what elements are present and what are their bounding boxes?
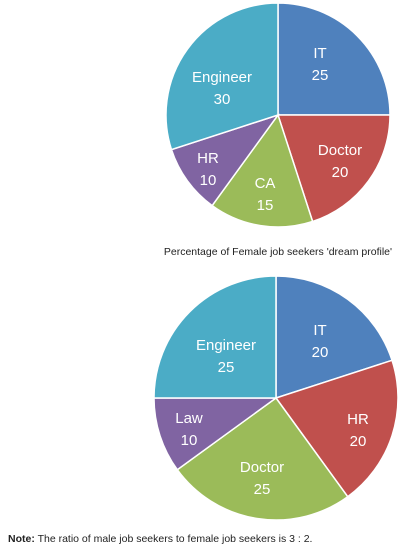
pie1-label-ca: CA — [255, 175, 276, 192]
pie1-label-engineer: Engineer — [192, 69, 252, 86]
pie1-value-doctor: 20 — [332, 164, 349, 181]
pie1-slice-it — [277, 2, 391, 116]
note-label: Note: — [8, 533, 35, 545]
footnote: Note: The ratio of male job seekers to f… — [8, 533, 312, 545]
pie2-slice-hr — [274, 359, 399, 498]
pie2-slice-doctor — [176, 396, 349, 521]
pie2-label-hr: HR — [347, 411, 369, 428]
pie1-value-it: 25 — [312, 67, 329, 84]
pie1-value-ca: 15 — [257, 197, 274, 214]
pie1-label-doctor: Doctor — [318, 142, 362, 159]
pie2-slice-law — [153, 397, 279, 471]
pie2-value-hr: 20 — [350, 433, 367, 450]
pie2-label-law: Law — [175, 410, 203, 427]
pie2-slice-engineer — [153, 275, 277, 399]
pie1-label-it: IT — [313, 45, 326, 62]
pie1-slice-engineer — [165, 2, 279, 151]
pie2-value-it: 20 — [312, 344, 329, 361]
pie1-slice-ca — [211, 113, 314, 228]
note-text: The ratio of male job seekers to female … — [34, 533, 313, 545]
pie2-label-doctor: Doctor — [240, 459, 284, 476]
pie2-label-engineer: Engineer — [196, 337, 256, 354]
pie-chart-1: IT 25 Doctor 20 CA 15 HR 10 Engineer 30 — [165, 2, 391, 228]
pie1-label-hr: HR — [197, 150, 219, 167]
pie2-value-engineer: 25 — [218, 359, 235, 376]
pie2-slice-it — [275, 275, 393, 400]
pie2-value-doctor: 25 — [254, 481, 271, 498]
pie1-slice-doctor — [276, 114, 391, 223]
chart-caption: Percentage of Female job seekers 'dream … — [163, 246, 392, 258]
pie2-value-law: 10 — [181, 432, 198, 449]
pie1-value-engineer: 30 — [214, 91, 231, 108]
pie-chart-2: IT 20 HR 20 Doctor 25 Law 10 Engineer 25 — [153, 275, 399, 521]
pie2-label-it: IT — [313, 322, 326, 339]
pie1-value-hr: 10 — [200, 172, 217, 189]
